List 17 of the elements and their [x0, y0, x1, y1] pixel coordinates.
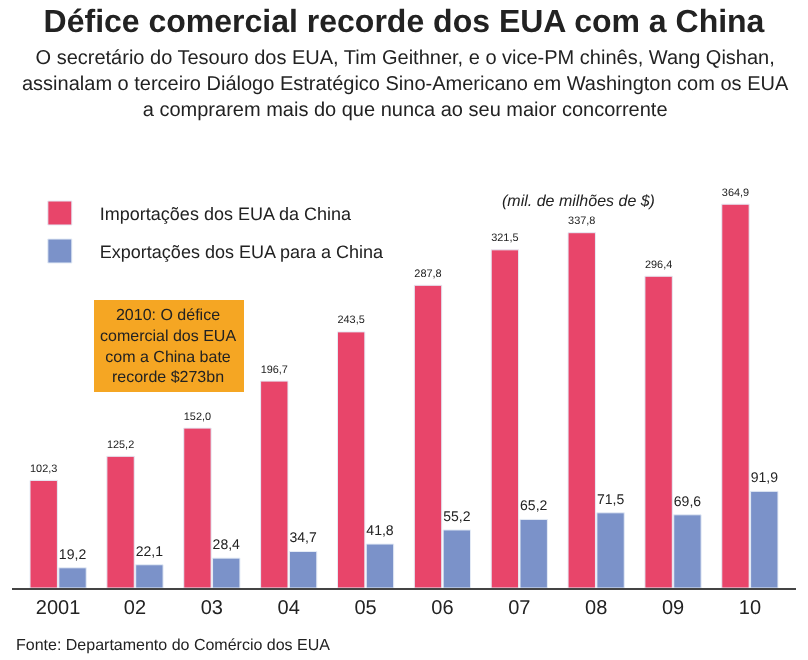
- annotation: (mil. de milhões de $): [502, 192, 656, 210]
- annotation: 2010: O défice comercial dos EUA com a China bate recorde $273bn: [100, 306, 238, 387]
- x-tick-label: 06: [431, 598, 455, 620]
- x-tick-label: 03: [200, 598, 224, 620]
- x-tick-label: 07: [508, 598, 532, 620]
- x-tick-label: 09: [661, 598, 686, 620]
- x-tick-label: 10: [738, 598, 762, 620]
- source-note: Fonte: Departamento do Comércio dos EUA: [16, 636, 332, 654]
- legend-label: Exportações dos EUA para a China: [99, 242, 384, 263]
- legend-label: Importações dos EUA da China: [99, 204, 351, 225]
- chart-title: Défice comercial recorde dos EUA com a China: [43, 6, 765, 41]
- x-tick-label: 2001: [35, 598, 82, 620]
- x-tick-label: 08: [585, 598, 609, 620]
- chart-subtitle: O secretário do Tesouro dos EUA, Tim Geithner, e o vice-PM chinês, Wang Qishan, assinalam o terceiro Diálogo Estratégico Sino-Americano em Washington com os EUA a comprarem mais do que nunca ao seu maior concorrente: [22, 48, 789, 122]
- x-tick-label: 05: [354, 598, 378, 620]
- x-tick-label: 02: [123, 598, 147, 620]
- x-tick-label: 04: [277, 598, 301, 620]
